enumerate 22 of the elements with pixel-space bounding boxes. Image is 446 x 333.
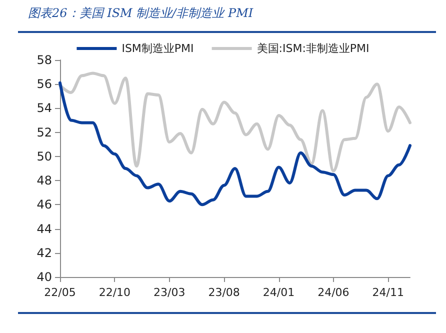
y-tick-label: 58 [36,53,52,67]
y-tick-label: 42 [36,246,52,260]
y-tick-label: 54 [36,101,52,116]
x-tick-label: 24/01 [262,286,295,299]
x-tick-label: 24/11 [372,286,404,299]
x-tick-label: 22/10 [98,286,131,299]
legend-label: 美国:ISM:非制造业PMI [256,42,370,55]
y-tick-label: 48 [36,174,52,188]
y-tick-label: 52 [36,125,52,140]
y-tick-label: 40 [36,270,52,284]
x-tick-label: 23/08 [208,286,240,299]
legend-label: ISM制造业PMI [122,42,194,55]
line-series [58,72,412,172]
x-tick-label: 24/06 [318,286,350,299]
x-tick-label: 22/05 [44,286,76,299]
y-tick-label: 56 [36,77,52,92]
line-series [58,81,412,206]
chart-title: 图表26：美国 ISM 制造业/非制造业 PMI [28,5,254,22]
y-tick-label: 50 [36,149,52,164]
x-tick-label: 23/03 [154,286,186,299]
y-tick-label: 46 [36,198,52,212]
y-tick-label: 44 [36,222,52,236]
